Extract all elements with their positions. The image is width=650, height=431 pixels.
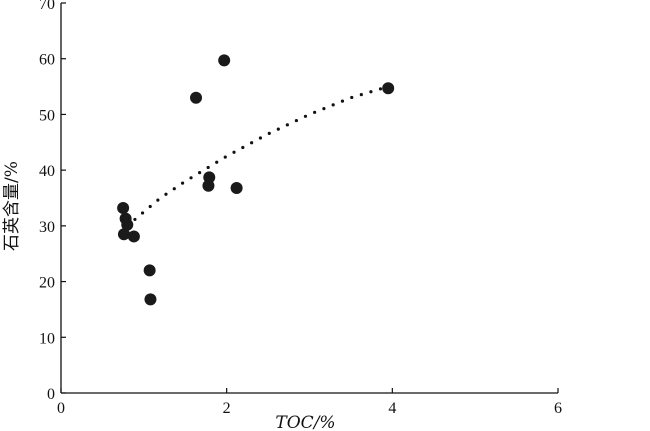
data-point xyxy=(230,181,243,194)
y-tick-label: 40 xyxy=(39,163,55,180)
y-tick-label: 20 xyxy=(39,275,55,292)
data-point xyxy=(382,82,395,95)
x-tick-label: 2 xyxy=(223,400,231,417)
x-tick-label: 4 xyxy=(388,400,396,417)
data-point xyxy=(202,179,215,192)
data-point xyxy=(143,264,156,277)
data-point xyxy=(127,230,140,243)
y-tick-label: 60 xyxy=(39,52,55,69)
data-point xyxy=(144,293,157,306)
x-tick-label: 0 xyxy=(57,400,65,417)
x-tick-label: 6 xyxy=(554,400,562,417)
y-tick-label: 30 xyxy=(39,219,55,236)
data-point xyxy=(117,228,130,241)
trendline xyxy=(125,85,390,228)
data-point xyxy=(117,202,130,215)
y-tick-label: 10 xyxy=(39,330,55,347)
axes: 0 10 20 30 40 50 60 70 0 2 4 6 xyxy=(39,0,562,417)
data-point xyxy=(190,91,203,104)
trendline-path xyxy=(125,85,390,228)
y-tick-label: 50 xyxy=(39,107,55,124)
data-points xyxy=(117,54,395,306)
data-point xyxy=(121,218,134,231)
y-tick-label: 70 xyxy=(39,0,55,13)
data-point xyxy=(218,54,231,67)
y-tick-label: 0 xyxy=(47,386,55,403)
y-axis-title: 石英含量/% xyxy=(2,161,22,251)
x-axis-title: TOC/% xyxy=(275,413,335,431)
